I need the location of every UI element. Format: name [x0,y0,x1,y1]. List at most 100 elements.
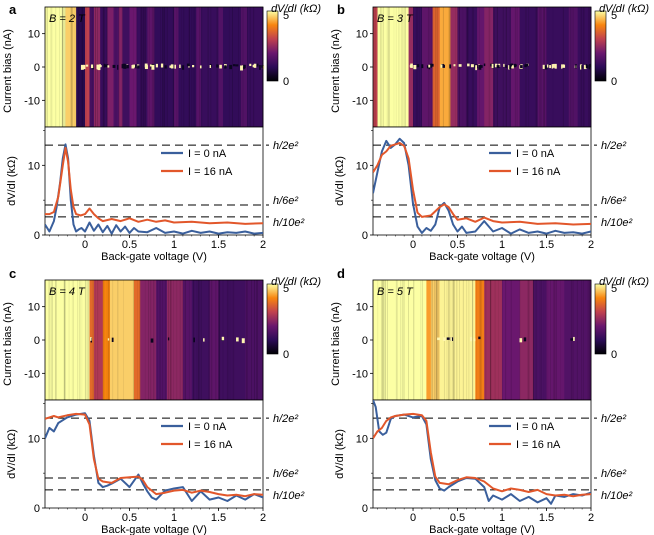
heatmap-texture [540,280,542,400]
heatmap-texture [143,7,145,127]
heatmap-texture [458,280,460,400]
heatmap-texture [382,280,384,400]
heatmap-texture [572,7,574,127]
heatmap-speckle [80,64,84,70]
heatmap-texture [199,280,201,400]
heatmap-speckle [446,337,450,340]
heatmap-texture [570,7,572,127]
heatmap-speckle [262,65,265,70]
heatmap-band [93,280,104,400]
heatmap-texture [179,280,181,400]
field-label: B = 4 T [49,286,86,298]
heatmap-texture [462,280,464,400]
heatmap-speckle [179,64,181,69]
heatmap-texture [396,280,398,400]
heatmap-speckle [126,64,129,69]
heatmap-texture [123,280,124,400]
heatmap: B = 3 T -10 0 10 Current bias (nA) 5 0 dV/dI (k… [330,3,649,128]
heatmap-texture [456,280,458,400]
series-line-0na [373,137,591,235]
heatmap-texture [85,280,87,400]
heatmap-band [457,7,467,127]
heatmap-texture [393,7,395,127]
y-tick-label: 0 [34,503,40,515]
heatmap-texture [78,7,80,127]
heatmap-texture [528,280,530,400]
heatmap-band [45,280,90,400]
heatmap-texture [87,280,89,400]
heatmap-texture [413,280,415,400]
heatmap-band [174,7,179,127]
heatmap-texture [436,280,437,400]
heatmap-ylabel: Current bias (nA) [2,302,14,386]
heatmap-speckle [182,65,185,70]
reference-label: h/2e² [601,140,626,152]
heatmap-speckle [509,64,512,70]
x-tick-label: 0.5 [450,239,465,251]
heatmap-speckle [453,64,456,67]
heatmap-band [484,280,503,400]
heatmap-speckle [583,64,587,70]
heatmap-speckle [103,63,106,68]
heatmap-texture [472,280,473,400]
heatmap-texture [480,280,482,400]
x-axis-label: Back-gate voltage (V) [429,524,535,535]
heatmap-texture [247,7,248,127]
x-tick-label: 2 [588,239,594,251]
heatmap-texture [208,280,210,400]
heatmap-texture [55,7,57,127]
x-tick-label: 0 [410,512,416,524]
heatmap-texture [545,280,547,400]
heatmap-texture [72,7,74,127]
heatmap-texture [188,280,190,400]
heatmap-texture [383,280,385,400]
heatmap-band [65,7,77,127]
series-line-16na [45,412,263,498]
colorbar-label: dV/dI (kΩ) [599,3,649,15]
y-axis-label: dV/dI (kΩ) [334,429,346,479]
y-axis-label: dV/dI (kΩ) [334,156,346,206]
x-tick-label: 1 [171,512,177,524]
heatmap-band [182,280,193,400]
heatmap-speckle [458,64,462,67]
heatmap-texture [249,7,251,127]
heatmap-texture [382,7,384,127]
heatmap-texture [64,280,65,400]
heatmap-texture [467,7,469,127]
heatmap-speckle [243,64,246,69]
reference-label: h/10e² [273,490,305,502]
heatmap-speckle [510,63,514,67]
heatmap-texture [503,7,504,127]
heatmap-texture [103,280,105,400]
y-tick-label: 10 [356,160,368,172]
heatmap-texture [489,280,491,400]
heatmap-speckle [523,337,527,342]
colorbar-label: dV/dI (kΩ) [599,276,649,288]
heatmap-texture [528,280,530,400]
heatmap-speckle [132,64,136,68]
heatmap-texture [466,280,468,400]
field-label: B = 3 T [377,13,414,25]
heatmap-speckle [149,64,152,67]
heatmap-texture [85,7,87,127]
heatmap-speckle [107,338,110,341]
heatmap-speckle [124,64,127,69]
heatmap-band [432,7,441,127]
colorbar-min: 0 [283,76,289,88]
series-line-16na [45,146,263,225]
heatmap-texture [517,7,518,127]
heatmap-speckle [480,65,483,68]
heatmap-band [109,280,135,400]
heatmap-texture [535,7,537,127]
heatmap-texture [467,7,468,127]
heatmap-texture [453,280,454,400]
heatmap-texture [191,7,193,127]
legend-label: I = 0 nA [516,421,555,433]
heatmap-speckle [117,64,119,70]
heatmap-speckle [209,65,212,68]
heatmap-texture [64,280,65,400]
heatmap-speckle [542,64,545,69]
heatmap-speckle [121,64,124,69]
y-axis-label: dV/dI (kΩ) [6,429,18,479]
heatmap-texture [588,280,590,400]
